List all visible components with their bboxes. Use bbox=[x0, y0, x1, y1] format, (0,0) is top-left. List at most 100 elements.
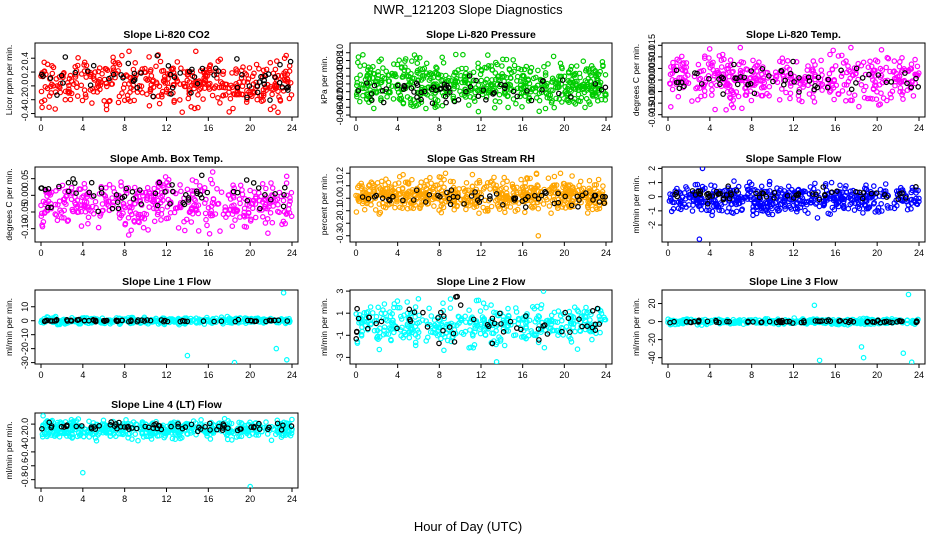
data-point bbox=[212, 83, 219, 89]
data-point bbox=[439, 102, 446, 109]
data-point-hourly bbox=[421, 88, 428, 95]
data-point bbox=[239, 83, 246, 90]
data-point bbox=[806, 319, 813, 325]
data-point bbox=[428, 71, 435, 77]
y-axis-label: ml/min per min. bbox=[319, 298, 329, 356]
data-point bbox=[103, 102, 110, 109]
y-tick-label: 2 bbox=[647, 166, 657, 171]
x-tick-label: 12 bbox=[476, 370, 486, 380]
data-point bbox=[245, 76, 252, 82]
data-point bbox=[218, 189, 225, 196]
data-point bbox=[403, 73, 410, 79]
data-point bbox=[596, 202, 603, 209]
data-point bbox=[396, 304, 403, 311]
data-point-hourly bbox=[400, 197, 406, 204]
data-point bbox=[568, 339, 575, 345]
data-point bbox=[589, 336, 595, 343]
data-point-hourly bbox=[257, 205, 263, 212]
data-point-hourly bbox=[424, 324, 431, 330]
data-point bbox=[544, 94, 551, 101]
data-point bbox=[222, 84, 228, 91]
data-point bbox=[772, 69, 779, 76]
data-point bbox=[206, 231, 213, 237]
data-point bbox=[897, 88, 903, 95]
data-point bbox=[438, 180, 444, 187]
data-point bbox=[354, 59, 361, 66]
data-point-hourly bbox=[741, 74, 748, 81]
data-point bbox=[754, 62, 761, 69]
data-point bbox=[718, 57, 725, 64]
data-point bbox=[83, 74, 90, 80]
data-point-hourly bbox=[353, 335, 360, 342]
data-point bbox=[483, 94, 490, 100]
data-point bbox=[423, 105, 429, 112]
data-point-hourly bbox=[728, 191, 735, 198]
data-point bbox=[827, 51, 833, 58]
data-point-hourly bbox=[450, 330, 457, 337]
data-point bbox=[244, 96, 250, 103]
data-point bbox=[396, 191, 403, 198]
data-point bbox=[401, 329, 408, 336]
data-point-hourly bbox=[113, 192, 120, 198]
data-point bbox=[158, 91, 165, 98]
data-point bbox=[47, 192, 54, 198]
data-point-hourly bbox=[284, 318, 291, 324]
data-point bbox=[237, 182, 244, 189]
data-point-hourly bbox=[408, 85, 415, 91]
data-point-hourly bbox=[162, 317, 168, 324]
data-point-hourly bbox=[770, 78, 776, 85]
outlier-point bbox=[231, 359, 238, 364]
y-tick-label: 0.005 bbox=[647, 57, 657, 80]
data-point bbox=[869, 193, 875, 199]
data-point bbox=[389, 83, 395, 90]
data-point-hourly bbox=[38, 185, 45, 191]
data-point-hourly bbox=[448, 187, 455, 193]
data-point bbox=[378, 56, 385, 63]
data-point bbox=[125, 96, 131, 103]
data-point-hourly bbox=[567, 329, 573, 335]
data-point-hourly bbox=[92, 317, 99, 324]
data-point bbox=[841, 321, 848, 328]
data-point-hourly bbox=[524, 88, 530, 94]
data-point bbox=[455, 313, 462, 320]
data-point bbox=[827, 211, 834, 218]
data-point bbox=[586, 99, 592, 105]
data-point bbox=[750, 187, 756, 193]
data-point bbox=[415, 334, 421, 340]
data-point bbox=[793, 58, 800, 65]
data-point bbox=[222, 92, 229, 98]
data-point bbox=[523, 323, 529, 330]
data-point-hourly bbox=[252, 318, 258, 325]
data-point bbox=[860, 210, 866, 216]
data-point-hourly bbox=[177, 70, 184, 76]
data-point-hourly bbox=[95, 208, 102, 215]
data-point-hourly bbox=[125, 60, 132, 67]
data-point bbox=[127, 208, 134, 215]
data-point bbox=[547, 318, 553, 325]
data-point bbox=[482, 197, 488, 204]
data-point bbox=[491, 105, 498, 111]
data-point-hourly bbox=[128, 318, 134, 325]
data-point-hourly bbox=[246, 83, 253, 89]
data-point bbox=[131, 97, 138, 104]
data-point-hourly bbox=[751, 90, 758, 97]
data-point-hourly bbox=[795, 192, 801, 198]
data-point bbox=[542, 105, 549, 112]
data-point bbox=[586, 177, 593, 184]
data-point-hourly bbox=[167, 71, 174, 78]
data-point-hourly bbox=[119, 195, 126, 201]
data-point bbox=[908, 197, 914, 203]
data-point-hourly bbox=[355, 315, 362, 322]
y-axis-label: percent per min. bbox=[319, 174, 329, 235]
data-point bbox=[402, 64, 408, 70]
data-point bbox=[439, 54, 446, 61]
y-tick-label: -20 bbox=[647, 333, 657, 346]
data-point bbox=[689, 208, 696, 214]
data-point bbox=[851, 65, 858, 71]
data-point bbox=[871, 82, 878, 89]
x-tick-label: 8 bbox=[437, 123, 442, 133]
data-point bbox=[482, 64, 488, 71]
data-point bbox=[736, 200, 743, 207]
data-point bbox=[689, 98, 695, 104]
data-point bbox=[403, 192, 409, 198]
